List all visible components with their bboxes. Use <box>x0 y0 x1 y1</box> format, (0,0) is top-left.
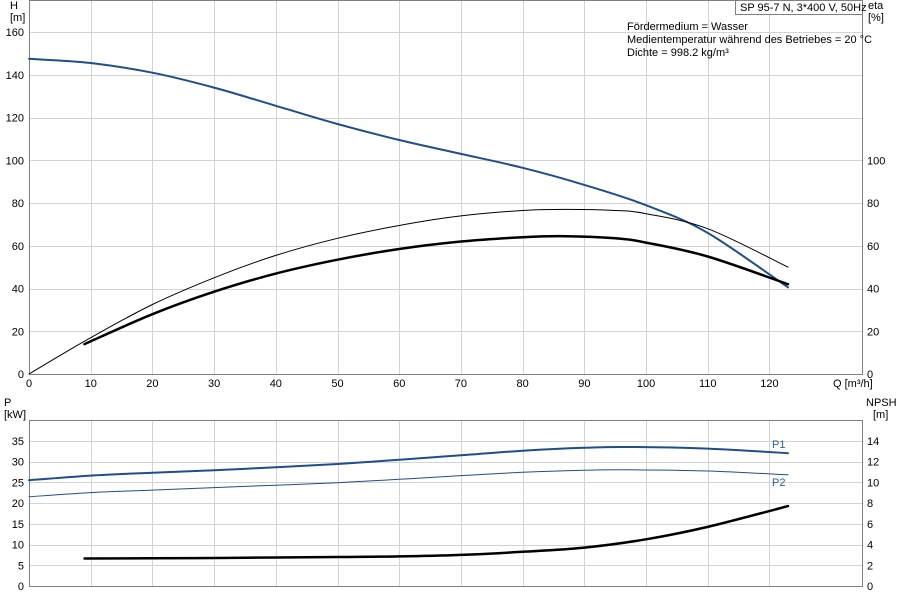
lower-plot-frame <box>29 420 863 587</box>
x-tick-label: 20 <box>146 378 158 390</box>
upper-plot-frame <box>29 0 863 375</box>
y-left-tick-label: 0 <box>18 581 24 593</box>
y-left-tick-label: 10 <box>12 540 24 552</box>
x-tick-label: 110 <box>699 378 717 390</box>
y-left-unit-p: [kW] <box>4 409 26 421</box>
y-right-label-eta: eta <box>868 0 884 12</box>
y-left-tick-label: 40 <box>12 284 24 296</box>
y-right-unit-npsh: [m] <box>873 409 888 421</box>
y-right-unit-eta: [%] <box>868 12 884 24</box>
info-line-density: Dichte = 998.2 kg/m³ <box>627 47 729 59</box>
lower-series <box>28 445 790 560</box>
series-label-p1: P1 <box>772 439 785 451</box>
y-right-tick-label: 0 <box>867 369 873 381</box>
y-right-tick-label: 12 <box>867 457 879 469</box>
upper-x-tick-labels: 0 10 20 30 40 50 60 70 80 90 100 110 120 <box>26 378 779 390</box>
y-left-tick-label: 15 <box>12 519 24 531</box>
y-left-tick-label: 60 <box>12 241 24 253</box>
y-left-tick-label: 80 <box>12 198 24 210</box>
x-tick-label: 10 <box>85 378 97 390</box>
title-box-text: SP 95-7 N, 3*400 V, 50Hz <box>740 2 867 14</box>
y-left-tick-label: 0 <box>18 369 24 381</box>
y-left-tick-label: 20 <box>12 326 24 338</box>
y-right-tick-label: 4 <box>867 540 873 552</box>
y-left-label-p: P <box>4 397 11 409</box>
x-tick-label: 90 <box>578 378 590 390</box>
x-tick-label: 40 <box>270 378 282 390</box>
y-left-label-h: H <box>10 0 18 12</box>
y-right-tick-label: 14 <box>867 436 879 448</box>
y-right-tick-label: 20 <box>867 326 879 338</box>
upper-y-right-tick-labels: 0 20 40 60 80 100 <box>867 155 885 381</box>
y-left-tick-label: 120 <box>6 113 24 125</box>
lower-series-line-1 <box>28 469 789 498</box>
y-right-tick-label: 40 <box>867 284 879 296</box>
upper-grid <box>29 0 862 375</box>
lower-y-left-tick-labels: 0 5 10 15 20 25 30 35 <box>12 436 24 593</box>
x-tick-label: 120 <box>760 378 778 390</box>
upper-series-line-2 <box>83 234 790 346</box>
info-line-medium: Fördermedium = Wasser <box>627 21 748 33</box>
x-tick-label: 0 <box>26 378 32 390</box>
lower-series-line-2 <box>83 504 790 560</box>
x-tick-label: 80 <box>517 378 529 390</box>
y-right-tick-label: 100 <box>867 155 885 167</box>
y-right-tick-label: 60 <box>867 241 879 253</box>
series-label-p2: P2 <box>772 477 785 489</box>
title-box <box>735 0 863 15</box>
x-axis-label: Q [m³/h] <box>833 378 873 390</box>
x-tick-label: 60 <box>393 378 405 390</box>
x-tick-label: 30 <box>208 378 220 390</box>
y-right-tick-label: 2 <box>867 560 873 572</box>
x-tick-label: 100 <box>637 378 655 390</box>
y-right-tick-label: 10 <box>867 477 879 489</box>
y-right-tick-label: 8 <box>867 498 873 510</box>
y-left-tick-label: 25 <box>12 477 24 489</box>
info-line-temperature: Medientemperatur während des Betriebes =… <box>627 34 872 46</box>
upper-y-left-tick-labels: 0 20 40 60 80 100 120 140 160 <box>6 27 24 381</box>
y-left-tick-label: 100 <box>6 155 24 167</box>
y-left-tick-label: 20 <box>12 498 24 510</box>
upper-series-line-1 <box>28 208 789 375</box>
y-left-tick-label: 160 <box>6 27 24 39</box>
y-right-tick-label: 80 <box>867 198 879 210</box>
upper-series-line-0 <box>28 57 789 289</box>
lower-series-line-0 <box>28 445 789 482</box>
y-right-tick-label: 6 <box>867 519 873 531</box>
y-left-tick-label: 5 <box>18 560 24 572</box>
x-tick-label: 70 <box>455 378 467 390</box>
y-right-label-npsh: NPSH <box>866 397 897 409</box>
x-tick-label: 50 <box>331 378 343 390</box>
y-left-unit-h: [m] <box>10 12 25 24</box>
upper-series <box>28 57 790 375</box>
y-left-tick-label: 140 <box>6 70 24 82</box>
y-left-tick-label: 35 <box>12 436 24 448</box>
y-left-tick-label: 30 <box>12 457 24 469</box>
y-right-tick-label: 0 <box>867 581 873 593</box>
lower-grid <box>29 420 862 587</box>
lower-y-right-tick-labels: 0 2 4 6 8 10 12 14 <box>867 436 879 593</box>
